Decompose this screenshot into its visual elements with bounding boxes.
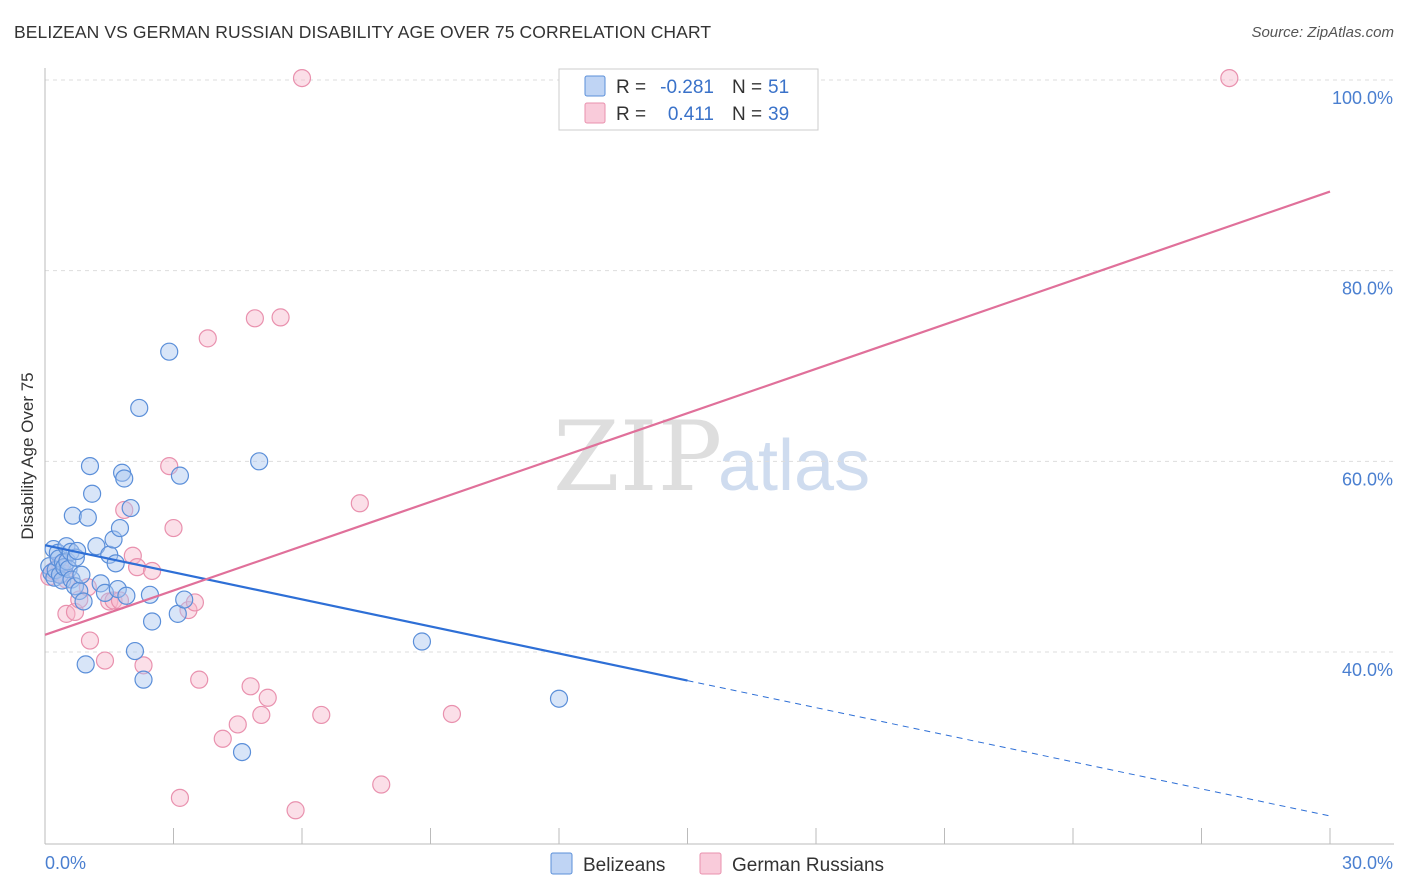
y-axis-label: Disability Age Over 75	[18, 372, 37, 539]
stats-r-label-blue: R =	[616, 77, 646, 98]
stats-n-value-blue: 51	[768, 77, 789, 98]
belizean-point-36	[115, 469, 134, 488]
stats-n-label-pink: N =	[732, 104, 762, 125]
belizean-point-39	[125, 641, 145, 661]
belizean-point-38	[121, 498, 140, 518]
belizean-point-37	[117, 586, 136, 605]
y-tick-label-40: 40.0%	[1342, 660, 1393, 680]
german-russian-point-30	[252, 705, 271, 725]
belizean-trend-line-extension	[687, 680, 1331, 817]
belizean-point-16	[63, 506, 82, 525]
belizean-point-32	[106, 554, 125, 573]
belizean-point-31	[104, 530, 123, 549]
german-russian-point-24	[190, 670, 209, 689]
gridlines	[45, 79, 1394, 653]
x-ticks	[173, 828, 1331, 844]
german-russian-point-34	[292, 68, 312, 88]
belizean-point-28	[91, 574, 110, 593]
german-russian-point-23	[185, 593, 205, 612]
german-russian-point-38	[442, 704, 462, 724]
german-russian-point-27	[228, 715, 247, 734]
german-russian-point-16	[127, 558, 147, 577]
chart-title: BELIZEAN VS GERMAN RUSSIAN DISABILITY AG…	[14, 22, 712, 42]
german-russian-point-18	[142, 561, 162, 581]
series-legend: Belizeans German Russians	[550, 852, 884, 876]
belizean-point-34	[110, 518, 130, 538]
german-russian-point-20	[164, 518, 183, 538]
belizean-point-41	[134, 670, 153, 689]
y-tick-label-100: 100.0%	[1332, 88, 1393, 108]
y-tick-labels: 40.0% 60.0% 80.0% 100.0%	[1332, 88, 1393, 680]
german-russian-point-14	[115, 500, 134, 520]
german-russian-point-21	[170, 788, 190, 807]
german-russian-point-22	[179, 600, 198, 620]
belizean-trend-line	[44, 544, 688, 682]
german-russian-point-28	[241, 677, 260, 696]
belizean-point-50	[412, 632, 432, 651]
german-russian-trend-line	[44, 190, 1331, 636]
belizean-point-25	[80, 457, 100, 476]
belizean-point-22	[74, 592, 93, 611]
x-tick-label-max: 30.0%	[1342, 853, 1393, 873]
watermark-zip: ZIP	[553, 401, 722, 513]
belizean-point-51	[549, 689, 569, 708]
watermark-atlas: atlas	[718, 426, 870, 506]
source-label: Source: ZipAtlas.com	[1251, 24, 1394, 41]
german-russian-point-17	[134, 656, 153, 675]
belizean-point-21	[72, 565, 91, 584]
german-russian-point-32	[271, 308, 290, 327]
stats-r-value-blue: -0.281	[660, 77, 714, 98]
stats-legend: R = -0.281 N = 51 R = 0.411 N = 39	[558, 68, 819, 131]
belizean-point-46	[170, 466, 190, 485]
belizean-point-40	[130, 398, 149, 418]
trend-lines	[44, 190, 1331, 817]
x-tick-label-min: 0.0%	[45, 853, 86, 873]
stats-legend-swatch-pink	[584, 102, 606, 124]
belizeans-points	[40, 342, 569, 762]
stats-r-label-pink: R =	[616, 104, 646, 125]
german-russian-point-39	[1220, 68, 1239, 88]
german-russian-point-10	[95, 651, 115, 670]
series-legend-label-blue: Belizeans	[583, 855, 665, 876]
belizean-point-43	[142, 612, 162, 631]
belizean-point-27	[87, 537, 106, 556]
belizean-point-47	[175, 590, 194, 609]
stats-r-value-pink: 0.411	[668, 104, 714, 125]
series-legend-label-pink: German Russians	[732, 855, 884, 876]
y-tick-label-60: 60.0%	[1342, 469, 1393, 489]
german-russian-point-33	[286, 801, 305, 820]
german-russian-point-37	[372, 775, 391, 794]
stats-n-value-pink: 39	[768, 104, 789, 125]
series-legend-swatch-pink	[699, 852, 722, 875]
belizean-point-44	[160, 342, 179, 361]
series-legend-swatch-blue	[550, 852, 573, 875]
german-russian-point-35	[312, 705, 331, 725]
german-russian-point-29	[245, 309, 264, 328]
belizean-point-49	[250, 452, 269, 471]
y-tick-label-80: 80.0%	[1342, 279, 1393, 299]
german-russian-point-9	[80, 631, 100, 650]
stats-legend-swatch-blue	[584, 75, 606, 97]
german-russian-point-25	[198, 329, 217, 348]
belizean-point-26	[83, 484, 102, 503]
german-russian-point-26	[213, 729, 232, 748]
belizean-point-23	[76, 655, 95, 674]
stats-n-label-blue: N =	[732, 77, 762, 98]
belizean-point-48	[232, 742, 252, 762]
german-russian-point-36	[350, 494, 369, 513]
belizean-point-24	[78, 508, 97, 527]
german-russian-point-31	[258, 688, 277, 707]
